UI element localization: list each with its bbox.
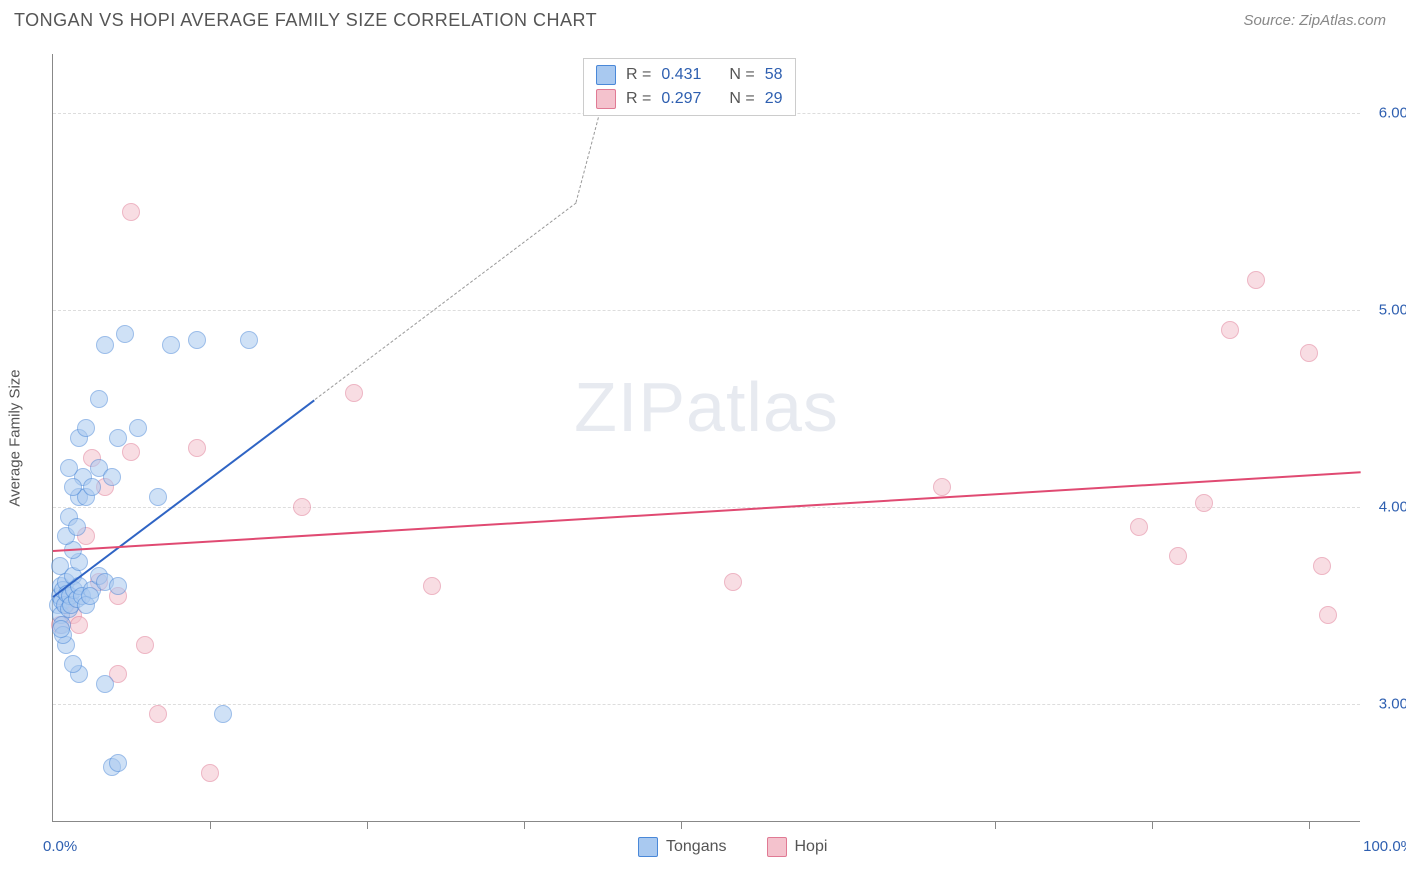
data-point-tongans	[214, 705, 232, 723]
legend-label-tongans: Tongans	[666, 838, 727, 856]
tongans-swatch-icon	[638, 837, 658, 857]
data-point-hopi	[1247, 271, 1265, 289]
data-point-hopi	[1195, 494, 1213, 512]
gridline	[53, 507, 1360, 508]
data-point-hopi	[188, 439, 206, 457]
data-point-tongans	[129, 419, 147, 437]
x-tick	[681, 821, 682, 829]
data-point-hopi	[149, 705, 167, 723]
hopi-swatch-icon	[767, 837, 787, 857]
y-axis-title: Average Family Size	[7, 369, 24, 506]
data-point-tongans	[162, 336, 180, 354]
legend-item-tongans: Tongans	[638, 837, 727, 857]
scatter-chart: Average Family Size 3.004.005.006.00 ZIP…	[52, 54, 1360, 822]
data-point-tongans	[109, 577, 127, 595]
x-tick	[524, 821, 525, 829]
data-point-hopi	[345, 384, 363, 402]
data-point-tongans	[83, 478, 101, 496]
data-point-hopi	[1221, 321, 1239, 339]
trend-dash-tongans	[314, 202, 576, 400]
data-point-hopi	[136, 636, 154, 654]
data-point-tongans	[81, 587, 99, 605]
data-point-hopi	[423, 577, 441, 595]
data-point-tongans	[240, 331, 258, 349]
data-point-tongans	[109, 429, 127, 447]
data-point-tongans	[103, 468, 121, 486]
data-point-tongans	[116, 325, 134, 343]
data-point-tongans	[109, 754, 127, 772]
hopi-swatch-icon	[596, 89, 616, 109]
stats-box: R = 0.431 N = 58 R = 0.297 N = 29	[583, 58, 796, 116]
data-point-tongans	[90, 390, 108, 408]
legend-item-hopi: Hopi	[767, 837, 828, 857]
x-tick	[1309, 821, 1310, 829]
gridline	[53, 310, 1360, 311]
y-tick-label: 3.00	[1379, 695, 1406, 712]
watermark: ZIPatlas	[574, 367, 839, 447]
data-point-hopi	[201, 764, 219, 782]
x-axis-min-label: 0.0%	[43, 838, 77, 855]
trend-line-hopi	[53, 471, 1361, 552]
data-point-tongans	[77, 419, 95, 437]
data-point-hopi	[1130, 518, 1148, 536]
data-point-hopi	[122, 443, 140, 461]
gridline	[53, 704, 1360, 705]
data-point-tongans	[52, 620, 70, 638]
data-point-hopi	[1300, 344, 1318, 362]
stats-row-hopi: R = 0.297 N = 29	[596, 87, 783, 111]
data-point-tongans	[96, 336, 114, 354]
data-point-hopi	[1313, 557, 1331, 575]
y-tick-label: 4.00	[1379, 498, 1406, 515]
data-point-hopi	[933, 478, 951, 496]
x-tick	[1152, 821, 1153, 829]
x-axis-max-label: 100.0%	[1363, 838, 1406, 855]
legend: Tongans Hopi	[638, 837, 827, 857]
data-point-tongans	[188, 331, 206, 349]
data-point-hopi	[122, 203, 140, 221]
data-point-hopi	[293, 498, 311, 516]
data-point-tongans	[60, 459, 78, 477]
x-tick	[210, 821, 211, 829]
data-point-hopi	[1319, 606, 1337, 624]
data-point-hopi	[724, 573, 742, 591]
data-point-tongans	[96, 675, 114, 693]
stats-row-tongans: R = 0.431 N = 58	[596, 63, 783, 87]
data-point-tongans	[68, 518, 86, 536]
data-point-hopi	[1169, 547, 1187, 565]
source-attribution: Source: ZipAtlas.com	[1243, 12, 1386, 29]
y-tick-label: 5.00	[1379, 302, 1406, 319]
chart-title: TONGAN VS HOPI AVERAGE FAMILY SIZE CORRE…	[14, 10, 597, 31]
data-point-hopi	[70, 616, 88, 634]
data-point-tongans	[64, 478, 82, 496]
legend-label-hopi: Hopi	[795, 838, 828, 856]
y-tick-label: 6.00	[1379, 105, 1406, 122]
data-point-tongans	[64, 655, 82, 673]
tongans-swatch-icon	[596, 65, 616, 85]
data-point-tongans	[149, 488, 167, 506]
x-tick	[995, 821, 996, 829]
x-tick	[367, 821, 368, 829]
